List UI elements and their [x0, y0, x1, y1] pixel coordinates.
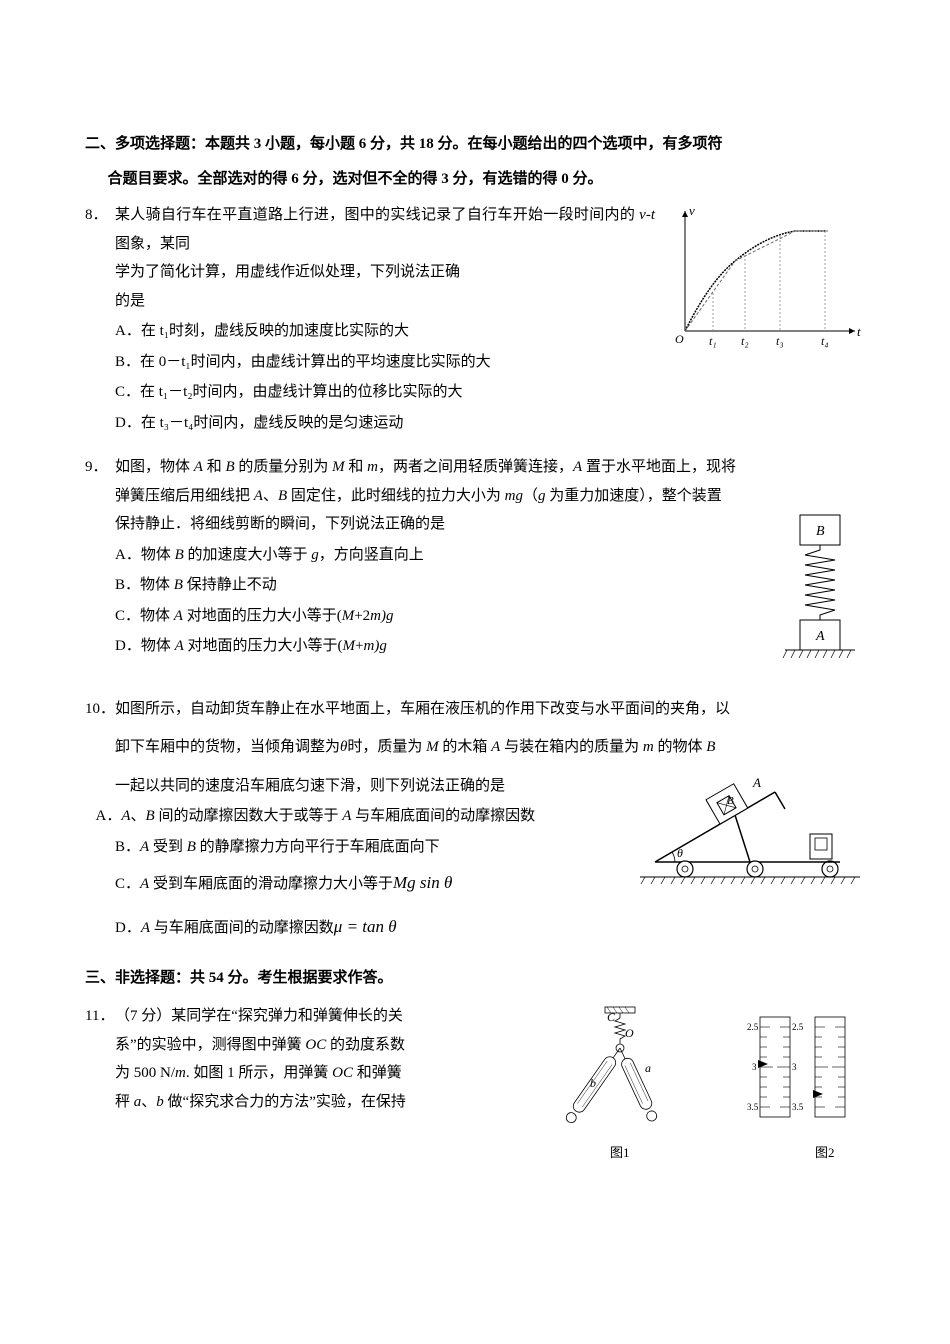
vt-graph-figure: v t O t₁ t₂ t₃ t₄	[665, 201, 865, 362]
label-o: O	[625, 1026, 634, 1040]
question-8: 8． v t O	[85, 201, 865, 439]
question-number: 9．	[85, 453, 115, 482]
label-c: C	[607, 1010, 616, 1024]
label-b: b	[590, 1076, 596, 1090]
spring-diagram-svg: B A	[775, 510, 865, 670]
question-11: 11． C O	[85, 1002, 865, 1173]
box-a-label: A	[815, 629, 825, 644]
truck-diagram-svg: θ A B	[635, 772, 865, 892]
tick-t4: t₄	[821, 334, 829, 348]
ruler-val-35r: 3.5	[792, 1102, 804, 1112]
section-2-header-cont: 合题目要求。全部选对的得 6 分，选对但不全的得 3 分，有选错的得 0 分。	[85, 165, 865, 194]
ruler-val-3r: 3	[792, 1062, 797, 1072]
ruler-val-25l: 2.5	[747, 1022, 759, 1032]
q8-option-d: D．在 t₃－t₄时间内，虚线反映的是匀速运动	[115, 409, 865, 438]
section-2-header: 二、多项选择题：本题共 3 小题，每小题 6 分，共 18 分。在每小题给出的四…	[85, 130, 865, 159]
q10-stem-line1: 如图所示，自动卸货车静止在水平地面上，车厢在液压机的作用下改变与水平面间的夹角，…	[115, 695, 865, 724]
box-b-label: B	[816, 524, 825, 539]
axis-t-label: t	[857, 324, 861, 339]
q9-stem-line3: 保持静止．将细线剪断的瞬间，下列说法正确的是	[115, 510, 865, 539]
tick-t3: t₃	[776, 334, 784, 348]
ruler-val-35l: 3.5	[747, 1102, 759, 1112]
axis-v-label: v	[689, 203, 695, 218]
q9-option-c: C．物体 A 对地面的压力大小等于(M+2m)g	[115, 602, 865, 631]
q9-stem-line2: 弹簧压缩后用细线把 A、B 固定住，此时细线的拉力大小为 mg（g 为重力加速度…	[115, 482, 865, 511]
fig1-label: 图1	[610, 1145, 630, 1160]
question-number: 11．	[85, 1002, 115, 1031]
q9-stem-line1: 如图，物体 A 和 B 的质量分别为 M 和 m，两者之间用轻质弹簧连接，A 置…	[115, 453, 865, 482]
ruler-val-3l: 3	[752, 1062, 757, 1072]
q9-option-d: D．物体 A 对地面的压力大小等于(M+m)g	[115, 632, 865, 661]
ruler-val-25r: 2.5	[792, 1022, 804, 1032]
q9-option-b: B．物体 B 保持静止不动	[115, 571, 865, 600]
spring-exp-svg: C O a	[515, 1002, 865, 1162]
question-9: 9． 如图，物体 A 和 B 的质量分别为 M 和 m，两者之间用轻质弹簧连接，…	[85, 453, 865, 681]
q9-option-a: A．物体 B 的加速度大小等于 g，方向竖直向上	[115, 541, 865, 570]
theta-label: θ	[677, 846, 683, 860]
question-number: 10．	[85, 695, 115, 724]
spring-diagram-figure: B A	[775, 510, 865, 681]
box-a-label: A	[752, 775, 761, 790]
tick-t2: t₂	[741, 334, 749, 348]
box-b-label: B	[727, 795, 734, 807]
tick-t1: t₁	[709, 334, 717, 348]
label-a: a	[645, 1061, 651, 1075]
q8-option-c: C．在 t₁－t₂时间内，由虚线计算出的位移比实际的大	[115, 378, 865, 407]
q10-option-d: D．A 与车厢底面间的动摩擦因数μ = tan θ	[115, 911, 865, 943]
section-3-header: 三、非选择题：共 54 分。考生根据要求作答。	[85, 964, 865, 993]
vt-graph-svg: v t O t₁ t₂ t₃ t₄	[665, 201, 865, 351]
question-10: 10． 如图所示，自动卸货车静止在水平地面上，车厢在液压机的作用下改变与水平面间…	[85, 695, 865, 946]
origin-label: O	[675, 332, 684, 346]
fig2-label: 图2	[815, 1145, 835, 1160]
spring-experiment-figure: C O a	[515, 1002, 865, 1173]
question-number: 8．	[85, 201, 115, 230]
truck-diagram-figure: θ A B	[635, 772, 865, 903]
q10-stem-line2: 卸下车厢中的货物，当倾角调整为θ时，质量为 M 的木箱 A 与装在箱内的质量为 …	[115, 733, 865, 762]
